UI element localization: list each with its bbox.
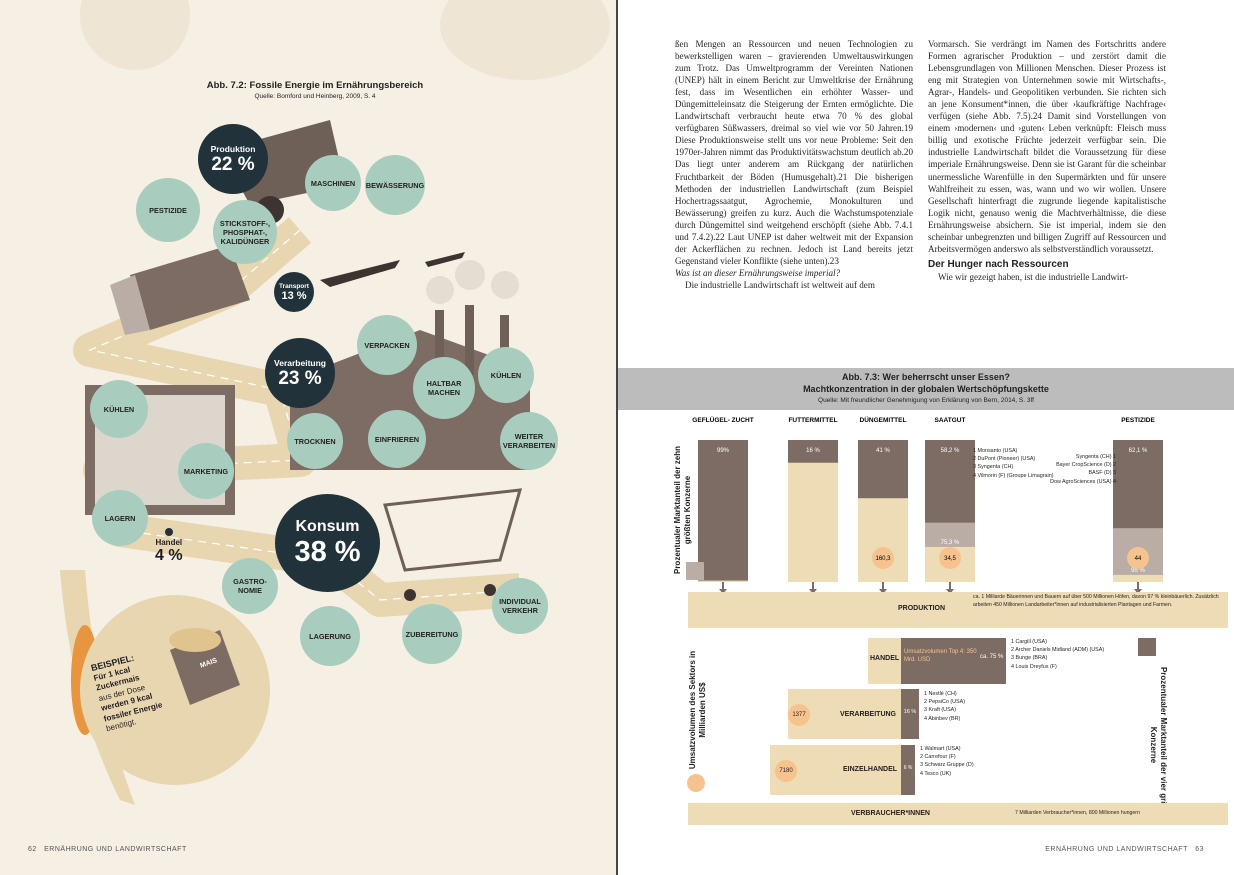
top10-share-label: 75,3 %: [941, 540, 960, 546]
verbraucher-band: [688, 803, 1228, 825]
page-number: 63: [1195, 846, 1204, 853]
circle-bewaesserung: BEWÄSSERUNG: [365, 155, 425, 215]
category-label: FUTTERMITTEL: [788, 417, 837, 424]
circle-marketing: MARKETING: [178, 443, 234, 499]
verarbeitung-companies: 1 Nestlé (CH)2 PepsiCo (USA)3 Kraft (USA…: [924, 690, 965, 723]
verbraucher-label: VERBRAUCHER*INNEN: [851, 810, 930, 817]
category-label: PESTIZIDE: [1121, 417, 1155, 424]
konsum-label: Konsum: [296, 518, 360, 536]
category-label: SAATGUT: [935, 417, 966, 424]
handel-stat: Handel 4 %: [155, 528, 183, 565]
konsum-badge: Konsum 38 %: [275, 494, 380, 592]
page-number: 62: [28, 846, 37, 853]
transport-label: Transport: [279, 283, 309, 290]
y-label-left: Prozentualer Marktanteil der zehn größte…: [673, 435, 693, 585]
right-page: ßen Mengen an Ressourcen und neuen Techn…: [618, 0, 1234, 875]
legend-swatch-dark: [1138, 638, 1156, 656]
volume-label: 44: [1135, 556, 1142, 562]
company-item: 4 Louis Dreyfus (F): [1011, 663, 1104, 671]
verarbeitung-value: 23 %: [278, 368, 321, 389]
produktion-label: Produktion: [211, 144, 256, 154]
bar-top10: [698, 440, 748, 581]
verbraucher-note: 7 Milliarden Verbraucher*innen, 800 Mill…: [1015, 810, 1140, 818]
einzelhandel-label: EINZELHANDEL: [843, 766, 897, 773]
pestizide-companies: Syngenta (CH) 1Bayer CropScience (D) 2BA…: [1028, 453, 1116, 486]
verarbeitung-pct: 16 %: [901, 689, 919, 739]
company-item: 3 Schwarz Gruppe (D): [920, 761, 974, 769]
einzelhandel-companies: 1 Walmart (USA)2 Carrefour (F)3 Schwarz …: [920, 745, 974, 778]
verarbeitung-value: 1377: [788, 704, 810, 726]
chapter-title: ERNÄHRUNG UND LANDWIRTSCHAFT: [44, 846, 187, 853]
handel-volume: Umsatzvolumen Top 4: 350 Mrd. USD: [904, 648, 979, 664]
company-item: 3 Bunge (BRA): [1011, 654, 1104, 662]
footer-left: 62 ERNÄHRUNG UND LANDWIRTSCHAFT: [28, 846, 187, 853]
einzelhandel-value: 7180: [775, 760, 797, 782]
circle-lagerung: LAGERUNG: [300, 606, 360, 666]
top-share-label: 99%: [717, 448, 730, 454]
circle-pestizide: PESTIZIDE: [136, 178, 200, 242]
circle-haltbar: HALTBAR MACHEN: [413, 357, 475, 419]
company-item: Dow AgroSciences (USA) 4: [1028, 478, 1116, 486]
transport-value: 13 %: [281, 290, 306, 302]
company-item: 2 PepsiCo (USA): [924, 698, 965, 706]
handel-label: Handel: [155, 538, 183, 547]
einzelhandel-pct: 6 %: [901, 745, 915, 795]
footer-right: ERNÄHRUNG UND LANDWIRTSCHAFT 63: [1045, 846, 1204, 853]
verarbeitung-badge: Verarbeitung 23 %: [265, 338, 335, 408]
circle-zubereitung: ZUBEREITUNG: [402, 604, 462, 664]
y-label-right: Prozentualer Marktanteil der vier größte…: [1148, 665, 1168, 825]
verarbeitung-label: Verarbeitung: [274, 358, 326, 368]
handel-value: 4 %: [155, 547, 183, 565]
y-label-left-2: Umsatzvolumen des Sektors in Milliarden …: [688, 635, 708, 785]
transport-badge: Transport 13 %: [274, 272, 314, 312]
company-item: 2 Carrefour (F): [920, 753, 974, 761]
konsum-value: 38 %: [294, 536, 360, 568]
circle-verpacken: VERPACKEN: [357, 315, 417, 375]
company-item: 4 Tesco (UK): [920, 770, 974, 778]
circle-einfrieren: EINFRIEREN: [368, 410, 426, 468]
produktion-badge: Produktion 22 %: [198, 124, 268, 194]
produktion-note: ca. 1 Milliarde Bäuerinnen und Bauern au…: [973, 594, 1223, 609]
top-share-label: 62,1 %: [1129, 448, 1148, 454]
company-item: 1 Nestlé (CH): [924, 690, 965, 698]
company-item: 2 Archer Daniels Midland (ADM) (USA): [1011, 646, 1104, 654]
circle-weiterverarbeiten: WEITER VERARBEITEN: [500, 412, 558, 470]
verarbeitung-label: VERARBEITUNG: [840, 711, 896, 718]
top-share-label: 58,2 %: [941, 448, 960, 454]
circle-individualverkehr: INDIVIDUAL VERKEHR: [492, 578, 548, 634]
category-label: DÜNGEMITTEL: [860, 415, 907, 424]
value-chain-chart: GEFLÜGEL- ZUCHT 99% FUTTERMITTEL 16 % DÜNGEM…: [618, 0, 1234, 875]
company-item: 1 Walmart (USA): [920, 745, 974, 753]
circle-kuehlen-left: KÜHLEN: [90, 380, 148, 438]
company-item: Syngenta (CH) 1: [1028, 453, 1116, 461]
volume-label: 160,3: [875, 556, 891, 562]
company-item: 4 Abinbev (BR): [924, 715, 965, 723]
top-share-label: 16 %: [806, 448, 820, 454]
company-item: Bayer CropScience (D) 2: [1028, 461, 1116, 469]
circle-kuehlen-right: KÜHLEN: [478, 347, 534, 403]
produktion-label: PRODUKTION: [898, 605, 945, 612]
chapter-title: ERNÄHRUNG UND LANDWIRTSCHAFT: [1045, 846, 1188, 853]
handel-pct: ca. 75 %: [980, 654, 1003, 660]
handel-companies: 1 Cargill (USA)2 Archer Daniels Midland …: [1011, 638, 1104, 671]
circle-stickstoff: STICKSTOFF-, PHOSPHAT-, KALIDÜNGER: [213, 200, 277, 264]
circle-gastronomie: GASTRO- NOMIE: [222, 558, 278, 614]
circle-trocknen: TROCKNEN: [287, 413, 343, 469]
produktion-value: 22 %: [211, 154, 254, 175]
company-item: BASF (D) 3: [1028, 469, 1116, 477]
top-share-label: 41 %: [876, 448, 890, 454]
circle-maschinen: MASCHINEN: [305, 155, 361, 211]
company-item: 3 Kraft (USA): [924, 706, 965, 714]
category-label: GEFLÜGEL- ZUCHT: [692, 415, 753, 424]
handel-dot: [165, 528, 173, 536]
handel-label: HANDEL: [870, 655, 899, 662]
circle-lagern: LAGERN: [92, 490, 148, 546]
left-page: Abb. 7.2: Fossile Energie im Ernährungsb…: [0, 0, 616, 875]
volume-label: 34,5: [944, 556, 956, 562]
company-item: 1 Cargill (USA): [1011, 638, 1104, 646]
